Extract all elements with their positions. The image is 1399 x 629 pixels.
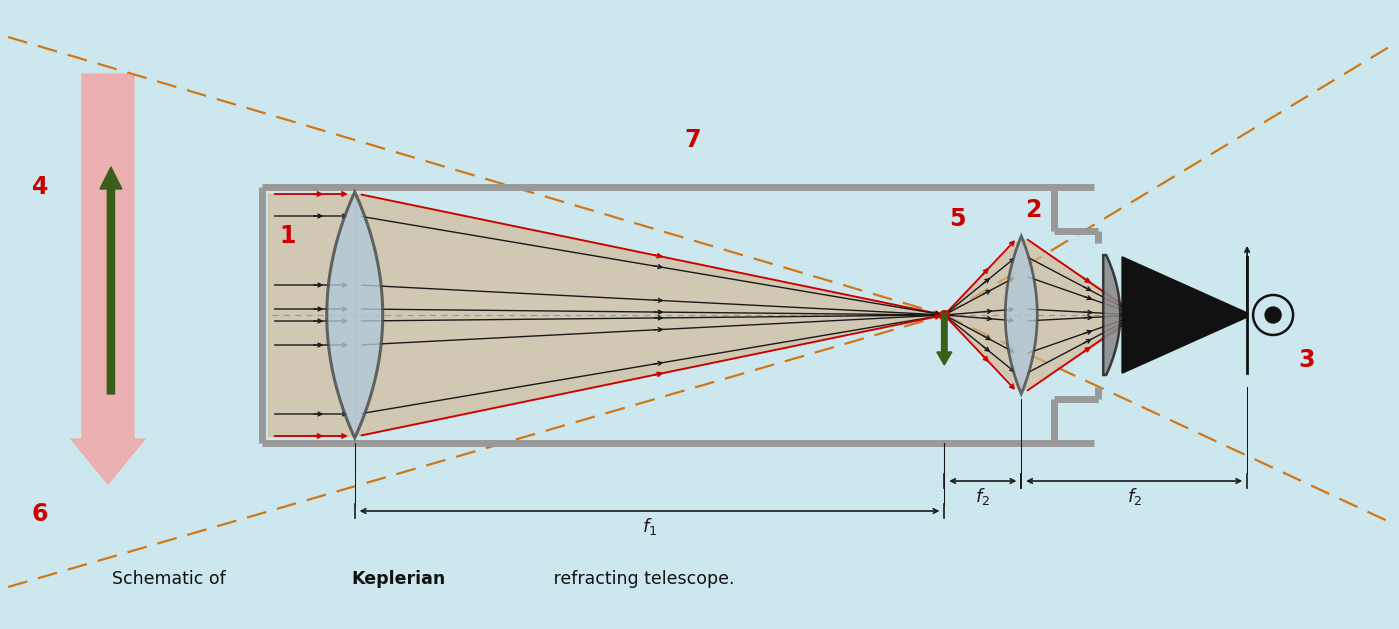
FancyArrow shape	[937, 313, 951, 365]
Circle shape	[1265, 307, 1281, 323]
Text: 2: 2	[1025, 198, 1042, 222]
Polygon shape	[355, 194, 944, 436]
FancyArrow shape	[71, 74, 145, 484]
Text: refracting telescope.: refracting telescope.	[547, 570, 734, 588]
Polygon shape	[1104, 255, 1121, 375]
FancyArrow shape	[99, 167, 122, 394]
Text: 3: 3	[1298, 348, 1315, 372]
Text: Keplerian: Keplerian	[351, 570, 446, 588]
Polygon shape	[1122, 257, 1247, 373]
Text: 1: 1	[280, 224, 297, 248]
Polygon shape	[1021, 238, 1137, 392]
Text: 7: 7	[684, 128, 701, 152]
Text: $f_2$: $f_2$	[975, 486, 990, 507]
Text: Schematic of: Schematic of	[112, 570, 231, 588]
Polygon shape	[1006, 236, 1037, 394]
Text: $f_2$: $f_2$	[1126, 486, 1142, 507]
Text: 4: 4	[32, 175, 49, 199]
Polygon shape	[327, 192, 383, 438]
Text: 5: 5	[950, 207, 965, 231]
Polygon shape	[355, 194, 944, 436]
Text: $f_1$: $f_1$	[642, 516, 658, 537]
Polygon shape	[944, 238, 1021, 392]
Text: 6: 6	[32, 502, 49, 526]
Polygon shape	[267, 194, 355, 436]
